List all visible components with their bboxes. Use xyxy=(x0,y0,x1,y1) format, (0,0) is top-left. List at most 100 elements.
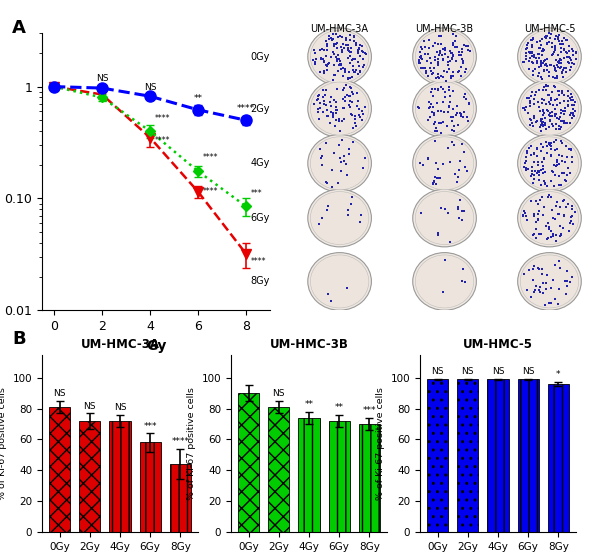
Point xyxy=(539,168,548,177)
Point xyxy=(460,162,469,171)
Point xyxy=(554,285,563,294)
Point xyxy=(322,65,332,74)
Point xyxy=(331,121,340,130)
Point xyxy=(551,110,560,119)
Point xyxy=(326,102,336,111)
Point xyxy=(430,64,439,73)
Point xyxy=(350,115,360,124)
Point xyxy=(445,57,455,66)
Point xyxy=(568,153,577,162)
Point xyxy=(548,49,558,58)
Point xyxy=(568,109,578,117)
Point xyxy=(551,202,561,211)
Point xyxy=(539,162,548,171)
Point xyxy=(526,141,535,150)
Point xyxy=(418,44,427,53)
Circle shape xyxy=(415,192,474,244)
Point xyxy=(452,108,461,117)
Point xyxy=(337,45,347,54)
Point xyxy=(530,65,540,74)
Point xyxy=(431,74,441,83)
Point xyxy=(520,208,530,217)
Point xyxy=(553,72,562,81)
Text: ****: **** xyxy=(155,136,170,145)
Point xyxy=(560,157,569,166)
Point xyxy=(323,206,332,214)
Point xyxy=(548,107,557,116)
Point xyxy=(533,200,542,209)
Point xyxy=(538,270,547,279)
Point xyxy=(459,107,469,116)
Point xyxy=(563,101,572,110)
Point xyxy=(536,59,546,68)
Circle shape xyxy=(310,192,369,244)
Point xyxy=(565,59,574,68)
Circle shape xyxy=(308,80,371,137)
Point xyxy=(554,87,564,96)
Point xyxy=(539,176,549,185)
Point xyxy=(323,290,332,299)
Point xyxy=(549,81,559,90)
Point xyxy=(328,182,337,191)
Point xyxy=(562,176,571,185)
Point xyxy=(548,275,558,284)
Point xyxy=(421,66,431,75)
Point xyxy=(552,74,562,83)
Point xyxy=(527,163,536,172)
Point xyxy=(437,71,446,80)
Point xyxy=(339,104,349,113)
Point xyxy=(544,219,553,228)
Point xyxy=(453,202,463,211)
Point xyxy=(322,52,331,61)
Point xyxy=(446,113,456,122)
Point xyxy=(544,98,554,107)
Point xyxy=(535,168,544,177)
Point xyxy=(322,41,332,50)
Point xyxy=(529,53,538,61)
Bar xyxy=(359,424,380,532)
Point xyxy=(352,101,362,110)
Point xyxy=(424,104,433,112)
Point xyxy=(533,209,543,218)
Point xyxy=(542,39,552,48)
Point xyxy=(413,102,423,111)
Point xyxy=(535,196,544,205)
Point xyxy=(557,68,567,76)
Point xyxy=(551,55,561,64)
Circle shape xyxy=(415,30,474,83)
Point xyxy=(464,42,473,51)
Point xyxy=(429,111,439,120)
Point xyxy=(341,68,350,76)
Point xyxy=(426,88,436,97)
Circle shape xyxy=(413,189,476,247)
Point xyxy=(444,103,454,112)
Point xyxy=(550,63,559,72)
Point xyxy=(353,46,362,55)
Point xyxy=(433,40,442,49)
Point xyxy=(557,151,566,160)
Point xyxy=(453,68,463,76)
Point xyxy=(321,138,331,147)
Text: A: A xyxy=(12,19,26,37)
Point xyxy=(433,73,443,81)
Point xyxy=(561,290,571,299)
Point xyxy=(566,55,576,64)
Point xyxy=(554,299,563,308)
Point xyxy=(529,275,538,284)
Point xyxy=(561,142,571,151)
Point xyxy=(524,56,533,65)
Point xyxy=(570,98,580,106)
Point xyxy=(562,276,572,285)
Circle shape xyxy=(518,28,581,85)
Point xyxy=(547,226,556,235)
Point xyxy=(537,119,547,127)
Point xyxy=(317,152,327,161)
Point xyxy=(542,85,551,94)
Point xyxy=(537,75,547,84)
Point xyxy=(436,83,446,92)
Point xyxy=(328,75,337,84)
Point xyxy=(522,285,532,294)
Point xyxy=(313,104,323,113)
Point xyxy=(421,69,431,78)
Point xyxy=(559,116,568,125)
